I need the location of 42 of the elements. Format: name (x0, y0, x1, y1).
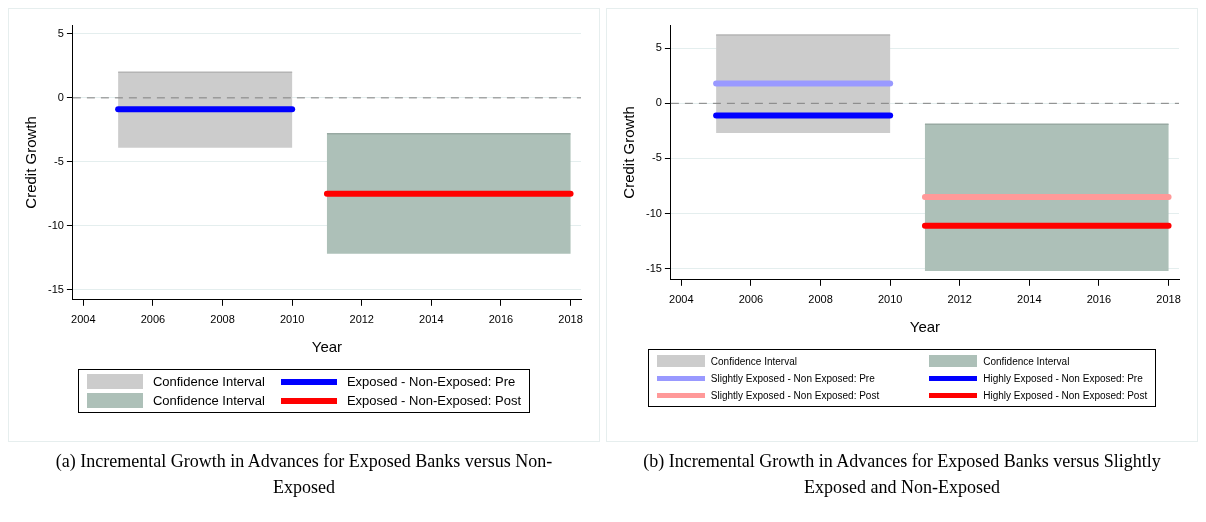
x-axis-title: Year (909, 318, 941, 336)
legend-label: Highly Exposed - Non Exposed: Pre (983, 373, 1143, 384)
y-tick-label: -15 (47, 282, 64, 295)
y-tick-label: -5 (652, 151, 662, 164)
text: (b) Incremental Growth in Advances for Exposed Banks versus Slightly Exposed and Non-Exposed (642, 450, 1162, 499)
x-tick-label: 2006 (140, 313, 166, 326)
x-tick-label: 2018 (1156, 293, 1181, 306)
x-tick-label: 2018 (558, 313, 583, 326)
x-tick-label: 2006 (738, 293, 764, 306)
legend-label: Slightly Exposed - Non Exposed: Pre (710, 373, 875, 384)
x-tick-label: 2016 (488, 313, 514, 326)
x-tick-label: 2008 (210, 313, 235, 326)
x-tick-label: 2012 (349, 313, 374, 326)
text: (a) Incremental Growth in Advances for Exposed Banks versus Non-Exposed (54, 450, 554, 499)
legend-label: Slightly Exposed - Non Exposed: Post (710, 390, 880, 401)
legend-label: Exposed - Non-Exposed: Pre (346, 374, 516, 389)
x-tick-label: 2016 (1086, 293, 1112, 306)
legend-label: Confidence Interval (983, 355, 1070, 367)
x-tick-label: 2012 (947, 293, 972, 306)
x-tick-label: 2014 (419, 313, 444, 326)
x-tick-label: 2010 (279, 313, 305, 326)
y-tick-label: 0 (655, 96, 662, 109)
legend-label: Exposed - Non-Exposed: Post (346, 393, 522, 408)
legend-label: Highly Exposed - Non Exposed: Post (983, 390, 1148, 401)
y-tick-label: 0 (57, 90, 64, 103)
x-tick-label: 2008 (808, 293, 833, 306)
x-tick-label: 2010 (877, 293, 903, 306)
y-tick-label: -10 (645, 206, 662, 219)
y-tick-label: -5 (54, 154, 64, 167)
y-tick-label: 5 (57, 26, 64, 39)
x-tick-label: 2004 (669, 293, 694, 306)
x-tick-label: 2004 (71, 313, 96, 326)
y-axis-title: Credit Growth (22, 116, 40, 209)
y-tick-label: -10 (47, 218, 64, 231)
legend-label: Confidence Interval (152, 393, 265, 408)
y-axis-title: Credit Growth (620, 106, 638, 199)
legend-label: Confidence Interval (152, 374, 265, 389)
x-axis-title: Year (311, 338, 343, 356)
legend-label: Confidence Interval (710, 355, 797, 367)
y-tick-label: -15 (645, 261, 662, 274)
y-tick-label: 5 (655, 41, 662, 54)
x-tick-label: 2014 (1017, 293, 1042, 306)
